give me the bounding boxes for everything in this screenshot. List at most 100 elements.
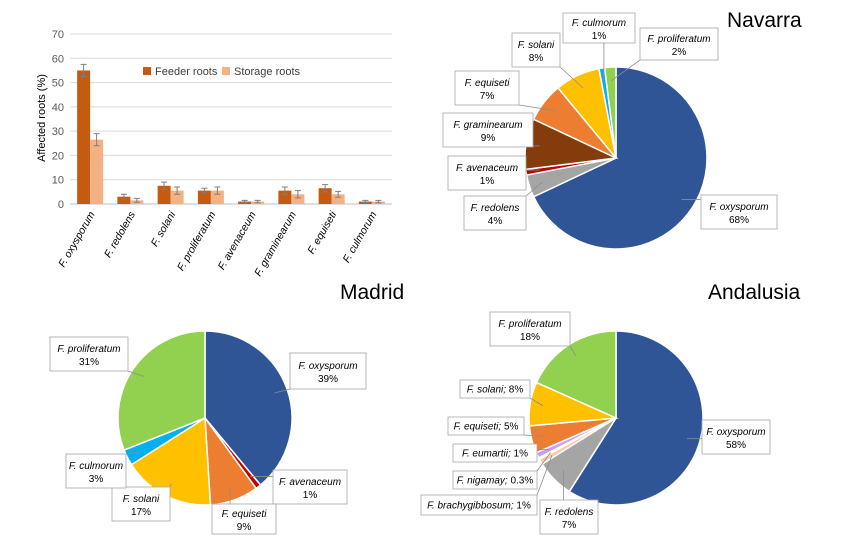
bar-feeder-roots-f-proliferatum: [197, 190, 211, 204]
error-bar: [174, 186, 181, 195]
pie-slice-f-proliferatum: [117, 330, 206, 452]
bar-storage-roots-f-oxysporum: [90, 139, 104, 204]
data-label-species-f-equiseti: F. equiseti: [465, 78, 511, 89]
data-label-species-f-proliferatum: F. proliferatum: [57, 344, 120, 355]
data-label-species-f-avenaceum: F. avenaceum: [279, 477, 341, 488]
leader-line: [559, 66, 584, 89]
data-label-f-nigamay: F. nigamay; 0.3%: [457, 476, 534, 487]
data-label-species-f-oxysporum: F. oxysporum: [298, 361, 357, 372]
data-label-box: [701, 419, 771, 455]
error-bar: [214, 186, 221, 195]
data-label-species-f-redolens: F. redolens: [471, 203, 520, 214]
data-label-pct-f-proliferatum: 18%: [520, 332, 540, 343]
x-tick-label: F. culmorum: [341, 209, 380, 265]
x-tick-label: F. solani: [149, 209, 179, 249]
pie-slice-f-oxysporum: [568, 330, 704, 506]
pie-title-navarra: Navarra: [727, 9, 802, 32]
data-label-f-brachygibbosum: F. brachygibbosum; 1%: [427, 501, 531, 512]
data-label-box: [463, 195, 527, 231]
error-bar: [133, 197, 140, 203]
data-label-species-f-culmorum: F. culmorum: [572, 18, 626, 29]
data-label-f-solani: F. solani; 8%: [467, 385, 524, 396]
error-bar: [201, 187, 208, 194]
data-label-pct-f-equiseti: 7%: [480, 91, 495, 102]
data-label-pct-f-solani: 8%: [529, 53, 544, 64]
y-tick-label: 70: [52, 29, 64, 41]
data-label-box: [289, 352, 367, 390]
pie-title-andalusia: Andalusia: [708, 281, 801, 304]
data-label-box: [447, 416, 525, 436]
error-bar: [254, 199, 261, 204]
error-bar: [120, 193, 127, 200]
leader-line: [536, 452, 551, 472]
data-label-species-f-solani: F. solani: [518, 40, 555, 51]
data-label-box: [442, 112, 534, 148]
leader-line: [274, 388, 291, 394]
x-tick-label: F. proliferatum: [175, 209, 219, 273]
data-label-box: [65, 453, 127, 489]
bar-storage-roots-f-solani: [170, 190, 184, 204]
leader-line: [610, 59, 641, 82]
pie-slice-f-oxysporum: [532, 66, 708, 250]
y-tick-label: 60: [52, 53, 64, 65]
leader-line: [569, 345, 577, 357]
data-label-pct-f-oxysporum: 39%: [318, 374, 338, 385]
legend-label-storage-roots: Storage roots: [234, 66, 301, 78]
leader-line: [169, 483, 172, 488]
data-label-species-f-culmorum: F. culmorum: [69, 461, 123, 472]
error-bar: [362, 199, 369, 204]
data-label-pct-f-solani: 17%: [131, 507, 151, 518]
leader-line: [529, 397, 544, 407]
data-label-box: [420, 494, 538, 516]
data-label-pct-f-culmorum: 1%: [592, 31, 607, 42]
error-bar: [93, 133, 100, 147]
legend-swatch-feeder-roots: [143, 67, 151, 75]
data-label-f-eumartii: F. eumartii; 1%: [462, 449, 528, 460]
data-label-box: [111, 486, 171, 522]
data-label-pct-f-oxysporum: 58%: [726, 440, 746, 451]
data-label-pct-f-oxysporum: 68%: [729, 215, 749, 226]
x-tick-label: F. graminearum: [252, 209, 299, 278]
data-label-box: [489, 311, 571, 347]
x-tick-label: F. equiseti: [305, 209, 339, 256]
data-label-species-f-equiseti: F. equiseti: [222, 509, 268, 520]
x-tick-label: F. oxysporum: [56, 209, 98, 269]
data-label-species-f-oxysporum: F. oxysporum: [706, 427, 765, 438]
data-label-box: [539, 499, 599, 535]
data-label-pct-f-graminearum: 9%: [481, 133, 496, 144]
data-label-box: [452, 443, 538, 463]
error-bar: [322, 184, 329, 193]
data-label-box: [700, 194, 778, 230]
data-label-pct-f-redolens: 7%: [562, 520, 577, 531]
pie-chart-madrid: Madrid F. oxysporum 39% F. avenaceum 1% F. e…: [49, 281, 404, 535]
leader-line: [523, 434, 545, 437]
error-bar: [294, 190, 301, 199]
data-label-pct-f-proliferatum: 31%: [79, 357, 99, 368]
bar-feeder-roots-f-graminearum: [278, 190, 292, 204]
data-label-box: [639, 27, 719, 61]
error-bar: [281, 186, 288, 195]
bar-storage-roots-f-proliferatum: [210, 190, 224, 204]
data-label-f-equiseti: F. equiseti; 5%: [454, 422, 519, 433]
error-bar: [335, 190, 342, 198]
bar-chart-ylabel: Affected roots (%): [36, 74, 48, 162]
bar-chart-legend: Feeder roots Storage roots: [143, 66, 301, 78]
data-label-box: [272, 469, 348, 505]
y-tick-label: 50: [52, 78, 64, 90]
bar-feeder-roots-f-oxysporum: [77, 70, 91, 204]
y-tick-label: 0: [58, 199, 64, 211]
data-label-species-f-redolens: F. redolens: [545, 507, 594, 518]
data-label-pct-f-proliferatum: 2%: [672, 47, 687, 58]
data-label-pct-f-redolens: 4%: [488, 216, 503, 227]
x-tick-label: F. redolens: [102, 209, 138, 260]
data-label-pct-f-avenaceum: 1%: [480, 176, 495, 187]
bar-feeder-roots-f-equiseti: [318, 188, 332, 204]
data-label-species-f-avenaceum: F. avenaceum: [456, 163, 518, 174]
data-label-pct-f-avenaceum: 1%: [303, 490, 318, 501]
leader-line: [536, 454, 553, 496]
error-bar: [241, 199, 248, 204]
data-label-box: [452, 470, 538, 490]
legend-label-feeder-roots: Feeder roots: [155, 66, 218, 78]
data-label-species-f-solani: F. solani: [123, 494, 160, 505]
